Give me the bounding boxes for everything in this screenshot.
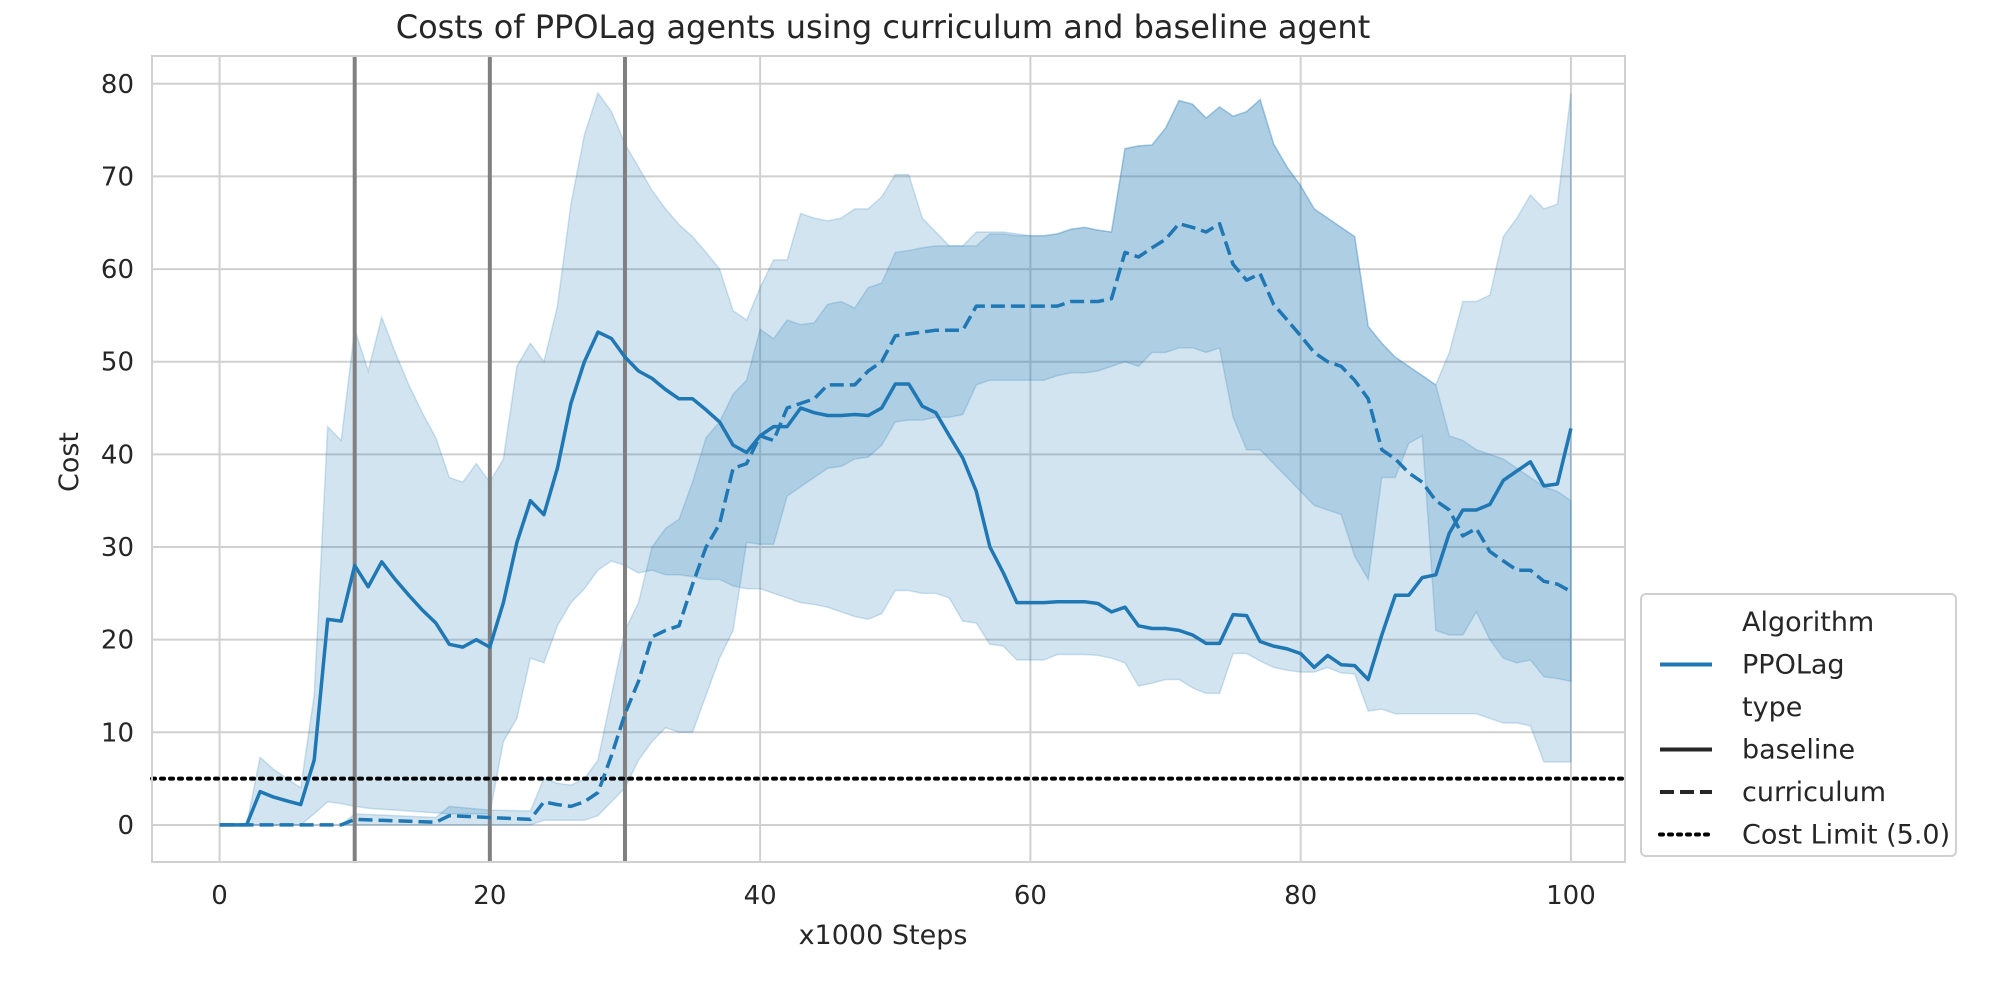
y-tick-label: 10 — [101, 718, 134, 748]
y-tick-label: 80 — [101, 70, 134, 100]
x-tick-label: 40 — [744, 881, 777, 911]
chart-title: Costs of PPOLag agents using curriculum … — [396, 8, 1371, 46]
legend-items: Algorithm PPOLag type baseline curriculum Cos… — [1658, 607, 1950, 851]
confidence-bands — [219, 91, 1572, 826]
legend-label: Cost Limit (5.0) — [1742, 820, 1950, 851]
mean-lines — [219, 221, 1573, 827]
baseline-confidence-band — [219, 91, 1572, 826]
y-tick-label: 20 — [101, 626, 134, 656]
y-axis-label: Cost — [54, 432, 85, 492]
legend-label: curriculum — [1742, 777, 1886, 808]
legend-box — [1640, 593, 1957, 857]
y-tick-label: 30 — [101, 533, 134, 563]
y-tick-label: 70 — [101, 162, 134, 192]
legend-label: type — [1742, 692, 1802, 723]
legend: Algorithm PPOLag type baseline curriculum Cos… — [1640, 593, 1957, 857]
x-tick-label: 100 — [1546, 881, 1596, 911]
curriculum-mean-line — [219, 221, 1572, 827]
y-tick-label: 50 — [101, 348, 134, 378]
y-tick-label: 60 — [101, 255, 134, 285]
x-axis-label: x1000 Steps — [799, 920, 968, 951]
curriculum-confidence-band — [219, 98, 1572, 826]
baseline-mean-line — [219, 330, 1573, 827]
x-tick-label: 60 — [1014, 881, 1047, 911]
tick-labels: 0 20 40 60 80 100 0 10 20 30 40 50 60 70 80 — [101, 70, 1596, 911]
y-tick-label: 0 — [117, 811, 134, 841]
legend-label: Algorithm — [1742, 607, 1874, 638]
x-tick-label: 80 — [1284, 881, 1317, 911]
x-tick-label: 20 — [473, 881, 506, 911]
grid — [152, 56, 1625, 862]
legend-label: PPOLag — [1742, 650, 1845, 681]
legend-label: baseline — [1742, 735, 1855, 766]
x-tick-label: 0 — [211, 881, 228, 911]
plot-frame — [151, 55, 1626, 863]
curriculum-stage-lines — [352, 56, 627, 862]
y-tick-label: 40 — [101, 440, 134, 470]
